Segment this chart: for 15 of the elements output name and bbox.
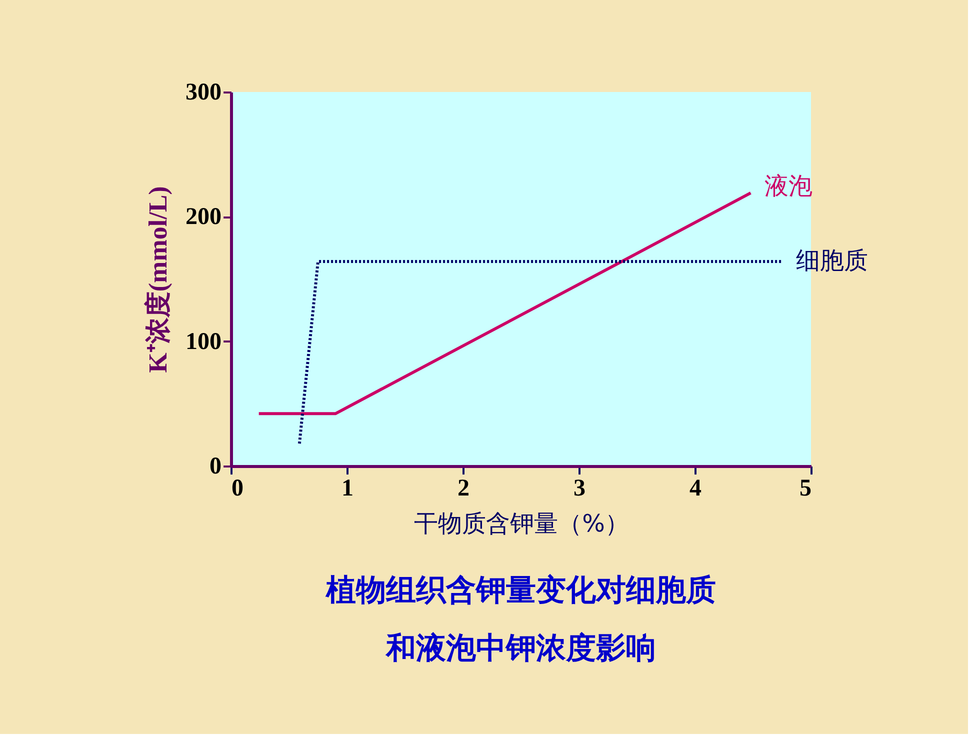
x-axis-title: 干物质含钾量（%） bbox=[414, 510, 629, 538]
series-label: 液泡 bbox=[764, 172, 813, 200]
x-tick-label: 5 bbox=[800, 476, 812, 502]
x-tick-label: 2 bbox=[458, 476, 470, 502]
x-tick-label: 4 bbox=[690, 476, 702, 502]
y-tick-label: 200 bbox=[186, 204, 222, 230]
y-tick-label: 100 bbox=[186, 328, 222, 355]
y-axis-title: K⁺浓度(mmol/L) bbox=[144, 186, 172, 373]
series-label: 细胞质 bbox=[796, 246, 868, 275]
text: 植物组织含钾量变化对细胞质和液泡中钾浓度影响 bbox=[325, 573, 716, 666]
y-tick-label: 0 bbox=[210, 454, 222, 480]
x-tick-label: 3 bbox=[574, 476, 586, 502]
x-tick-label: 0 bbox=[232, 476, 244, 502]
y-tick-label: 300 bbox=[186, 80, 222, 106]
x-tick-label: 1 bbox=[342, 476, 354, 502]
